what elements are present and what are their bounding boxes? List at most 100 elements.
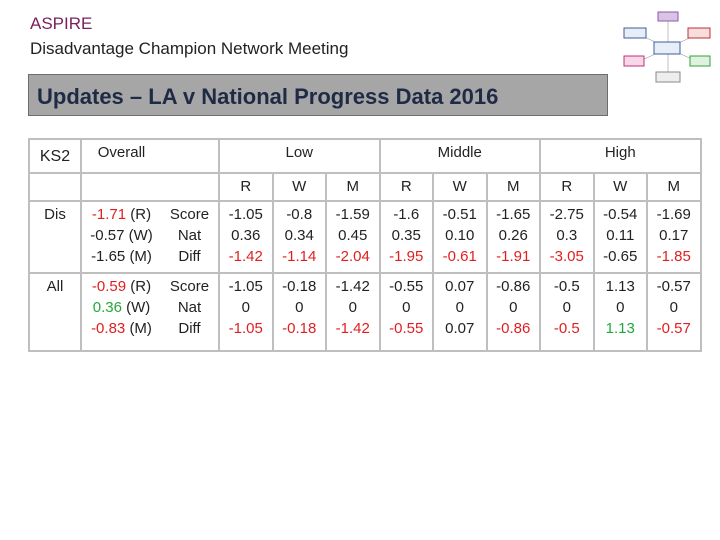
measure-label: Diff bbox=[178, 320, 201, 337]
diff-value: -0.55 bbox=[389, 320, 424, 337]
diff-value: -1.95 bbox=[389, 248, 424, 265]
overall-value: -0.59 bbox=[91, 278, 127, 295]
overall-unit: (W) bbox=[126, 299, 151, 316]
score-value: -1.05 bbox=[228, 206, 263, 223]
subject-label: M bbox=[507, 178, 520, 195]
overall-header: Overall bbox=[80, 138, 161, 174]
overall-unit: (W) bbox=[128, 227, 153, 244]
subject-label: M bbox=[346, 178, 360, 195]
group-header: Middle bbox=[378, 138, 542, 174]
value-cell: -1.59 0.45 -2.04 bbox=[325, 200, 381, 274]
diff-value: -1.42 bbox=[335, 320, 370, 337]
subject-header: M bbox=[485, 172, 542, 202]
score-value: -1.05 bbox=[228, 278, 263, 295]
value-cell: -2.75 0.3 -3.05 bbox=[539, 200, 595, 274]
value-cell: -1.6 0.35 -1.95 bbox=[378, 200, 434, 274]
value-cell: 0.07 0 0.07 bbox=[432, 272, 488, 352]
score-value: -1.6 bbox=[393, 206, 420, 223]
diff-value: -1.42 bbox=[228, 248, 263, 265]
subject-header: W bbox=[432, 172, 488, 202]
score-value: -0.51 bbox=[442, 206, 477, 223]
nat-value: 0.26 bbox=[498, 227, 528, 244]
subject-header: M bbox=[325, 172, 381, 202]
subject-header: W bbox=[592, 172, 649, 202]
overall-line: 0.36 (W) bbox=[82, 297, 161, 318]
subject-label: R bbox=[561, 178, 573, 195]
diff-value: -1.05 bbox=[228, 320, 263, 337]
nat-value: 0 bbox=[562, 299, 571, 316]
subject-header: M bbox=[646, 172, 702, 202]
value-cell: -0.51 0.10 -0.61 bbox=[432, 200, 488, 274]
overall-line: -1.71 (R) bbox=[82, 204, 161, 225]
overall-line: -0.83 (M) bbox=[82, 318, 161, 339]
group-label: Middle bbox=[437, 144, 482, 161]
overall-line: -1.65 (M) bbox=[82, 246, 161, 267]
subject-label: R bbox=[400, 178, 412, 195]
row-name: All bbox=[28, 272, 82, 352]
overall-line: -0.57 (W) bbox=[82, 225, 161, 246]
nat-value: 0 bbox=[402, 299, 411, 316]
score-value: -1.42 bbox=[335, 278, 370, 295]
overall-value: -1.71 bbox=[91, 206, 127, 223]
overall-unit: (R) bbox=[130, 206, 152, 223]
overall-line: -0.59 (R) bbox=[82, 276, 161, 297]
overall-value: -0.83 bbox=[91, 320, 126, 337]
score-value: -2.75 bbox=[549, 206, 584, 223]
value-cell: -0.5 0 -0.5 bbox=[539, 272, 595, 352]
subject-label: R bbox=[240, 178, 252, 195]
data-row: All -0.59 (R) 0.36 (W) -0.83 (M) Score Nat Dif… bbox=[28, 272, 702, 352]
diff-value: 0.07 bbox=[445, 320, 475, 337]
diff-value: -2.04 bbox=[335, 248, 370, 265]
overall-unit: (M) bbox=[129, 320, 152, 337]
subject-header: W bbox=[271, 172, 327, 202]
nat-value: 0.45 bbox=[338, 227, 368, 244]
diff-value: -0.5 bbox=[553, 320, 580, 337]
banner: Updates – LA v National Progress Data 20… bbox=[28, 74, 608, 116]
blank-cell bbox=[80, 172, 220, 202]
score-value: -0.86 bbox=[496, 278, 531, 295]
nat-value: 0.10 bbox=[445, 227, 475, 244]
nat-value: 0.3 bbox=[556, 227, 578, 244]
diagram-thumbnail bbox=[623, 11, 711, 83]
measure-label: Score bbox=[169, 278, 210, 295]
row-label: Dis bbox=[44, 206, 66, 223]
subject-label: W bbox=[452, 178, 467, 195]
row-name: Dis bbox=[28, 200, 82, 274]
nat-value: 0.36 bbox=[231, 227, 261, 244]
nat-value: 0.17 bbox=[659, 227, 689, 244]
overall-cell: -0.59 (R) 0.36 (W) -0.83 (M) bbox=[80, 272, 161, 352]
score-value: 0.07 bbox=[445, 278, 475, 295]
diff-value: -3.05 bbox=[549, 248, 584, 265]
score-value: -0.54 bbox=[603, 206, 638, 223]
value-cell: -1.65 0.26 -1.91 bbox=[485, 200, 542, 274]
blank-cell bbox=[161, 138, 220, 174]
row-labels: Score Nat Diff bbox=[161, 200, 220, 274]
value-cell: -0.86 0 -0.86 bbox=[485, 272, 542, 352]
nat-value: 0 bbox=[455, 299, 464, 316]
diff-value: -0.65 bbox=[603, 248, 638, 265]
subject-label: W bbox=[613, 178, 628, 195]
group-header: Low bbox=[218, 138, 381, 174]
value-cell: -1.42 0 -1.42 bbox=[325, 272, 381, 352]
measure-label: Nat bbox=[177, 299, 202, 316]
score-value: -0.18 bbox=[282, 278, 317, 295]
diff-value: -0.18 bbox=[282, 320, 317, 337]
nat-value: 0.11 bbox=[606, 227, 635, 244]
nat-value: 0.35 bbox=[391, 227, 421, 244]
score-value: -0.8 bbox=[286, 206, 313, 223]
subject-label: W bbox=[292, 178, 307, 195]
value-cell: -1.05 0 -1.05 bbox=[218, 272, 274, 352]
overall-value: -1.65 bbox=[91, 248, 126, 265]
nat-value: 0 bbox=[348, 299, 357, 316]
diff-value: -1.85 bbox=[656, 248, 691, 265]
group-header: High bbox=[539, 138, 702, 174]
value-cell: -0.57 0 -0.57 bbox=[646, 272, 702, 352]
subject-header: R bbox=[378, 172, 434, 202]
data-row: Dis -1.71 (R) -0.57 (W) -1.65 (M) Score Nat Di… bbox=[28, 200, 702, 274]
corner-label: KS2 bbox=[39, 147, 71, 165]
nat-value: 0.34 bbox=[284, 227, 314, 244]
group-label: High bbox=[604, 144, 636, 161]
value-cell: -0.55 0 -0.55 bbox=[378, 272, 434, 352]
